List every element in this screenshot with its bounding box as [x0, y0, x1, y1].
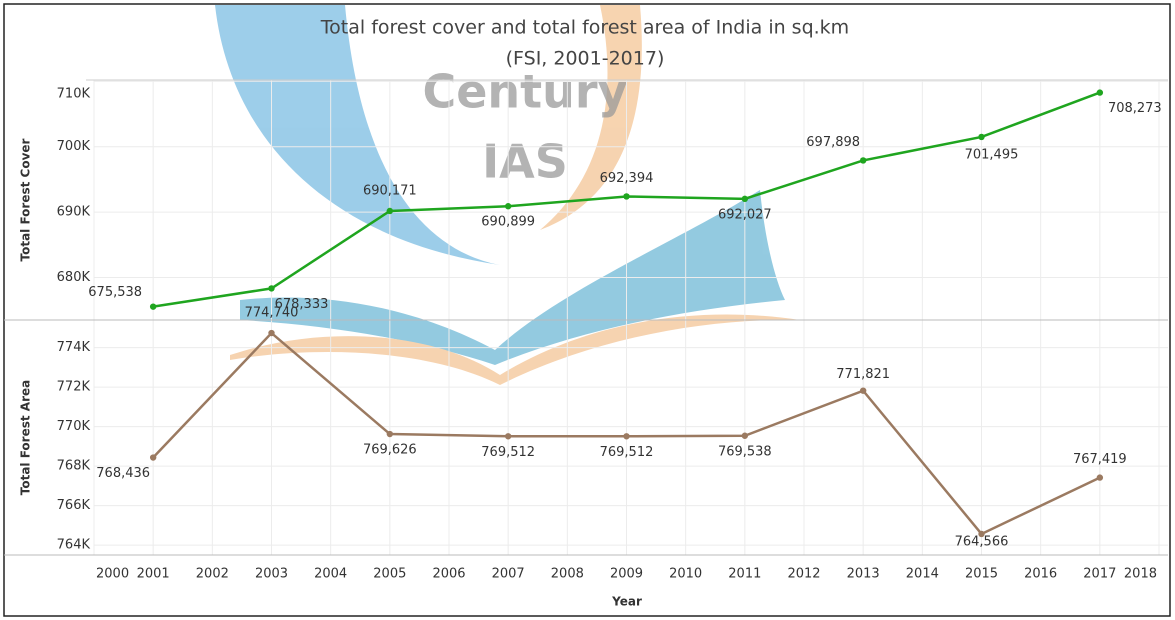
y-axis-title: Total Forest Cover	[19, 138, 33, 261]
x-tick-label: 2005	[373, 567, 406, 582]
point	[623, 193, 629, 199]
x-axis-title: Year	[611, 595, 642, 609]
data-label: 771,821	[836, 367, 890, 382]
point	[505, 203, 511, 209]
point	[268, 330, 274, 336]
point	[742, 433, 748, 439]
y-tick-label: 764K	[57, 538, 91, 553]
x-tick-label: 2017	[1083, 567, 1116, 582]
x-tick-label: 2007	[492, 567, 525, 582]
x-tick-label: 2010	[669, 567, 702, 582]
data-label: 692,027	[718, 207, 772, 222]
y-tick-label: 700K	[57, 139, 91, 154]
data-label: 769,626	[363, 443, 417, 458]
y-tick-label: 766K	[57, 498, 91, 513]
point	[387, 208, 393, 214]
chart-title: Total forest cover and total forest area…	[320, 17, 849, 39]
x-tick-label: 2012	[787, 567, 820, 582]
point	[1097, 474, 1103, 480]
point	[268, 285, 274, 291]
point	[505, 433, 511, 439]
data-label: 767,419	[1073, 452, 1127, 467]
chart-subtitle: (FSI, 2001-2017)	[506, 48, 665, 70]
point	[978, 134, 984, 140]
x-tick-label: 2009	[610, 567, 643, 582]
x-tick-label: 2003	[255, 567, 288, 582]
x-tick-label: 2002	[196, 567, 229, 582]
point	[1097, 89, 1103, 95]
y-tick-label: 770K	[57, 419, 91, 434]
data-label: 769,512	[481, 445, 535, 460]
x-tick-label: 2011	[728, 567, 761, 582]
x-tick-label: 2006	[432, 567, 465, 582]
y-tick-label: 772K	[57, 380, 91, 395]
x-tick-label: 2015	[965, 567, 998, 582]
data-label: 692,394	[600, 171, 654, 186]
data-label: 708,273	[1108, 101, 1162, 116]
y-tick-label: 690K	[57, 205, 91, 220]
chart: Century IAS Total forest cover and total…	[0, 0, 1175, 620]
x-tick-label: 2000	[96, 567, 129, 582]
data-label: 774,740	[245, 306, 299, 321]
watermark-text: IAS	[482, 135, 568, 189]
x-tick-label: 2001	[137, 567, 170, 582]
point	[742, 196, 748, 202]
y-tick-label: 774K	[57, 340, 91, 355]
data-label: 690,899	[481, 215, 535, 230]
data-label: 768,436	[96, 466, 150, 481]
x-tick-label: 2014	[906, 567, 939, 582]
y-tick-label: 710K	[57, 87, 91, 102]
x-tick-label: 2008	[551, 567, 584, 582]
point	[150, 454, 156, 460]
data-label: 697,898	[806, 135, 860, 150]
y-tick-label: 680K	[57, 270, 91, 285]
y-axis-title: Total Forest Area	[19, 380, 33, 495]
point	[150, 303, 156, 309]
data-label: 675,538	[88, 285, 142, 300]
x-tick-label: 2018	[1124, 567, 1157, 582]
data-label: 690,171	[363, 183, 417, 198]
data-label: 769,538	[718, 444, 772, 459]
x-tick-label: 2013	[847, 567, 880, 582]
point	[860, 387, 866, 393]
point	[623, 433, 629, 439]
data-label: 701,495	[965, 147, 1019, 162]
data-label: 764,566	[955, 534, 1009, 549]
y-tick-label: 768K	[57, 459, 91, 474]
data-label: 769,512	[600, 445, 654, 460]
point	[860, 157, 866, 163]
watermark-text: Century	[422, 65, 627, 119]
point	[387, 431, 393, 437]
x-tick-label: 2016	[1024, 567, 1057, 582]
x-tick-label: 2004	[314, 567, 347, 582]
